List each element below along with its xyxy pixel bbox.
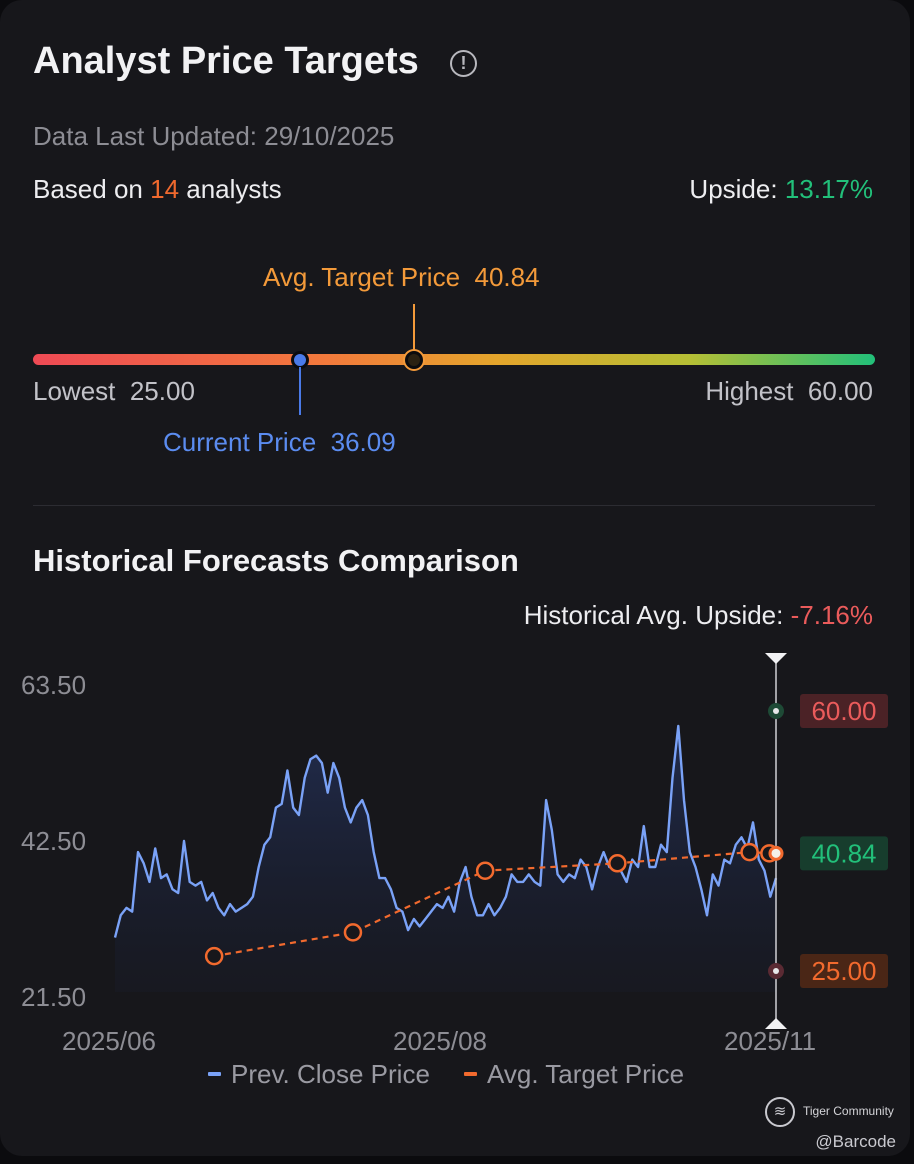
cursor-top-arrow <box>765 653 787 664</box>
price-range-gauge <box>33 354 875 365</box>
low-point <box>773 968 779 974</box>
y-tick-label: 63.50 <box>21 670 86 700</box>
highest-value: 60.00 <box>807 376 873 406</box>
high-badge: 60.00 <box>811 696 876 726</box>
based-prefix: Based on <box>33 174 143 204</box>
avg-point <box>768 845 784 861</box>
lowest-target: Lowest 25.00 <box>33 376 195 407</box>
avg-target-text: Avg. Target Price <box>263 262 461 292</box>
low-badge-bg <box>800 954 888 988</box>
legend-label: Avg. Target Price <box>487 1059 684 1089</box>
x-tick-label: 2025/08 <box>393 1026 487 1056</box>
upside-label: Upside: <box>689 174 778 204</box>
upside-value: 13.17% <box>784 174 873 204</box>
close-price-area <box>115 725 776 992</box>
legend-label: Prev. Close Price <box>231 1059 430 1089</box>
current-price-text: Current Price <box>163 427 317 457</box>
highest-target: Highest 60.00 <box>705 376 873 407</box>
historical-forecast-chart[interactable]: 63.50 42.50 21.50 60.00 40.84 25.00 2025/06 2… <box>0 640 914 1100</box>
tiger-logo-icon: ≋ <box>765 1097 795 1127</box>
current-price-stem <box>298 367 301 415</box>
historical-upside-value: -7.16% <box>790 600 873 630</box>
historical-upside-label: Historical Avg. Upside: <box>523 600 784 630</box>
avg-badge: 40.84 <box>811 838 876 868</box>
current-price-label: Current Price 36.09 <box>163 427 396 458</box>
avg-target-point <box>204 946 224 966</box>
x-tick-label: 2025/11 <box>724 1026 816 1056</box>
historical-title: Historical Forecasts Comparison <box>33 543 519 578</box>
lowest-label: Lowest <box>33 376 116 406</box>
watermark-handle: @Barcode <box>815 1132 896 1151</box>
y-tick-label: 42.50 <box>21 826 86 856</box>
lowest-value: 25.00 <box>129 376 195 406</box>
watermark-brand: Tiger Community <box>803 1104 894 1118</box>
info-icon[interactable]: ! <box>450 50 477 77</box>
avg-target-label: Avg. Target Price 40.84 <box>263 262 540 293</box>
avg-target-stem <box>413 304 416 356</box>
avg-badge-bg <box>800 836 888 871</box>
high-point <box>773 708 779 714</box>
y-tick-label: 21.50 <box>21 982 86 1012</box>
avg-target-point <box>608 854 627 873</box>
close-price-line <box>113 724 778 938</box>
data-last-updated: Data Last Updated: 29/10/2025 <box>33 121 395 151</box>
cursor-bottom-arrow <box>765 1018 787 1029</box>
avg-target-value: 40.84 <box>474 262 540 292</box>
highest-label: Highest <box>705 376 794 406</box>
based-suffix: analysts <box>186 174 282 204</box>
historical-avg-upside: Historical Avg. Upside: -7.16% <box>524 600 873 631</box>
low-badge: 25.00 <box>811 956 876 986</box>
x-tick-label: 2025/06 <box>62 1026 156 1056</box>
high-badge-bg <box>800 694 888 728</box>
avg-target-point <box>740 842 759 862</box>
page-title: Analyst Price Targets <box>33 40 419 82</box>
avg-target-marker <box>405 351 424 369</box>
legend-swatch <box>208 1072 221 1076</box>
avg-target-point <box>343 923 363 942</box>
legend-swatch <box>464 1072 477 1076</box>
analyst-count: 14 <box>150 174 180 204</box>
upside-summary: Upside: 13.17% <box>689 174 873 205</box>
analyst-count-text: Based on 14 analysts <box>33 174 282 205</box>
avg-target-point <box>475 861 495 880</box>
section-divider <box>33 505 875 506</box>
current-price-value: 36.09 <box>330 427 396 457</box>
